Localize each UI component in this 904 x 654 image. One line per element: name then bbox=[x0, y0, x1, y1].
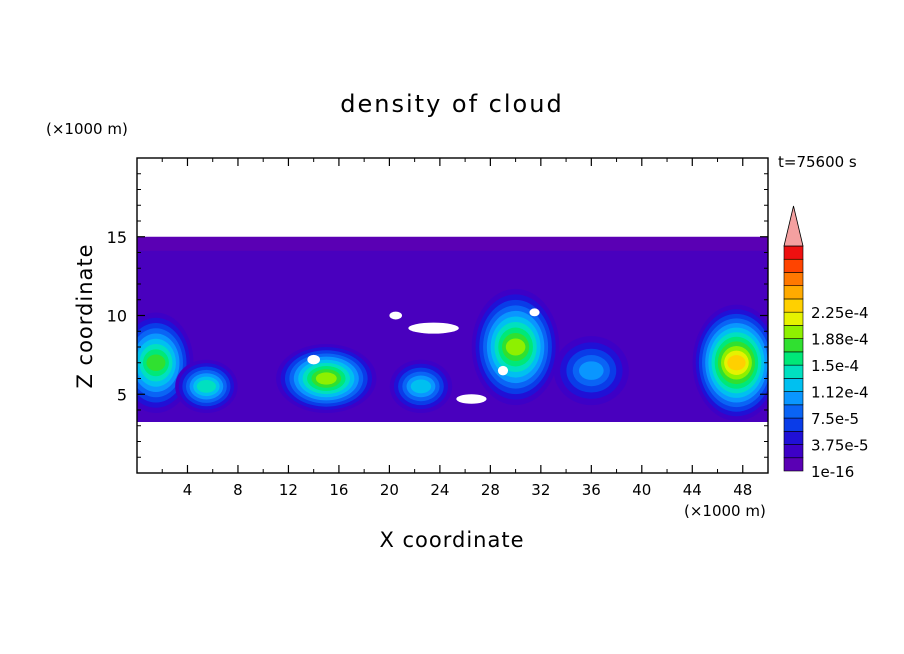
colorbar: 1e-16 3.75e-5 7.5e-5 1.12e-4 1.5e-4 1.88e-4 2.… bbox=[783, 205, 869, 481]
y-unit-label: (×1000 m) bbox=[46, 120, 128, 138]
colorbar-swatch bbox=[783, 285, 804, 300]
colorbar-label: 1.5e-4 bbox=[811, 357, 859, 375]
colorbar-swatch bbox=[783, 325, 804, 339]
colorbar-label: 1e-16 bbox=[811, 463, 854, 481]
x-tick-label: 4 bbox=[183, 481, 193, 499]
field-gap bbox=[529, 308, 540, 317]
y-tick-label: 5 bbox=[117, 385, 127, 404]
contour-level-7 bbox=[196, 380, 217, 393]
cloud-cell bbox=[692, 304, 768, 421]
x-tick-label: 36 bbox=[582, 481, 601, 499]
colorbar-swatch bbox=[783, 378, 804, 392]
cloud-cell bbox=[553, 336, 629, 406]
colorbar-swatch bbox=[783, 417, 804, 432]
x-axis-label: X coordinate bbox=[379, 528, 524, 552]
colorbar-swatch bbox=[783, 245, 804, 260]
colorbar-swatch bbox=[783, 351, 804, 366]
colorbar-swatch bbox=[783, 430, 804, 445]
contour-level-10 bbox=[315, 372, 337, 385]
colorbar-swatch bbox=[783, 444, 804, 459]
y-tick-label: 10 bbox=[107, 307, 127, 326]
colorbar-swatch bbox=[783, 391, 804, 406]
y-axis-label: Z coordinate bbox=[73, 243, 97, 388]
y-ticks: 5 10 15 bbox=[107, 173, 768, 458]
field-gap bbox=[456, 394, 487, 404]
x-tick-label: 28 bbox=[481, 481, 500, 499]
x-ticks: 4 8 12 16 20 24 28 32 36 40 44 48 bbox=[161, 158, 752, 499]
colorbar-label: 7.5e-5 bbox=[811, 410, 859, 428]
x-tick-label: 24 bbox=[430, 481, 449, 499]
colorbar-swatch bbox=[783, 272, 804, 287]
colorbar-swatch bbox=[783, 298, 804, 313]
time-label: t=75600 s bbox=[778, 153, 857, 171]
colorbar-swatch bbox=[783, 457, 804, 472]
colorbar-label: 3.75e-5 bbox=[811, 437, 869, 455]
colorbar-label: 2.25e-4 bbox=[811, 304, 869, 322]
x-tick-label: 8 bbox=[233, 481, 243, 499]
field-gap bbox=[408, 322, 459, 334]
y-tick-label: 15 bbox=[107, 228, 127, 247]
colorbar-label: 1.88e-4 bbox=[811, 331, 869, 349]
x-tick-label: 20 bbox=[380, 481, 399, 499]
x-unit-label: (×1000 m) bbox=[684, 502, 766, 520]
contour-level-9 bbox=[146, 354, 166, 371]
x-tick-label: 40 bbox=[632, 481, 651, 499]
colorbar-swatch bbox=[783, 404, 804, 419]
field-gap bbox=[389, 311, 403, 320]
field-gap bbox=[497, 365, 509, 376]
cloud-cell bbox=[276, 344, 377, 413]
field-gaps bbox=[307, 308, 540, 404]
x-tick-label: 16 bbox=[329, 481, 348, 499]
colorbar-label: 1.12e-4 bbox=[811, 384, 869, 402]
field-gap bbox=[307, 354, 320, 365]
contour-level-6 bbox=[410, 379, 432, 394]
colorbar-extend-triangle bbox=[783, 205, 804, 247]
x-tick-label: 32 bbox=[531, 481, 550, 499]
cloud-density-field bbox=[137, 236, 768, 422]
contour-level-10 bbox=[505, 338, 526, 356]
colorbar-swatch bbox=[783, 364, 804, 379]
colorbar-swatch bbox=[783, 311, 804, 326]
colorbar-swatch bbox=[783, 258, 804, 273]
contour-level-5 bbox=[579, 361, 604, 380]
x-tick-label: 48 bbox=[733, 481, 752, 499]
contour-level-12 bbox=[727, 355, 746, 371]
chart-title: density of cloud bbox=[340, 90, 563, 118]
x-tick-label: 12 bbox=[279, 481, 298, 499]
background-density-band bbox=[137, 250, 768, 422]
cloud-cell bbox=[175, 359, 238, 413]
cloud-cell bbox=[471, 288, 560, 406]
x-tick-label: 44 bbox=[683, 481, 702, 499]
cloud-cell bbox=[137, 312, 194, 413]
cloud-cell bbox=[389, 359, 453, 413]
colorbar-swatch bbox=[783, 338, 804, 353]
